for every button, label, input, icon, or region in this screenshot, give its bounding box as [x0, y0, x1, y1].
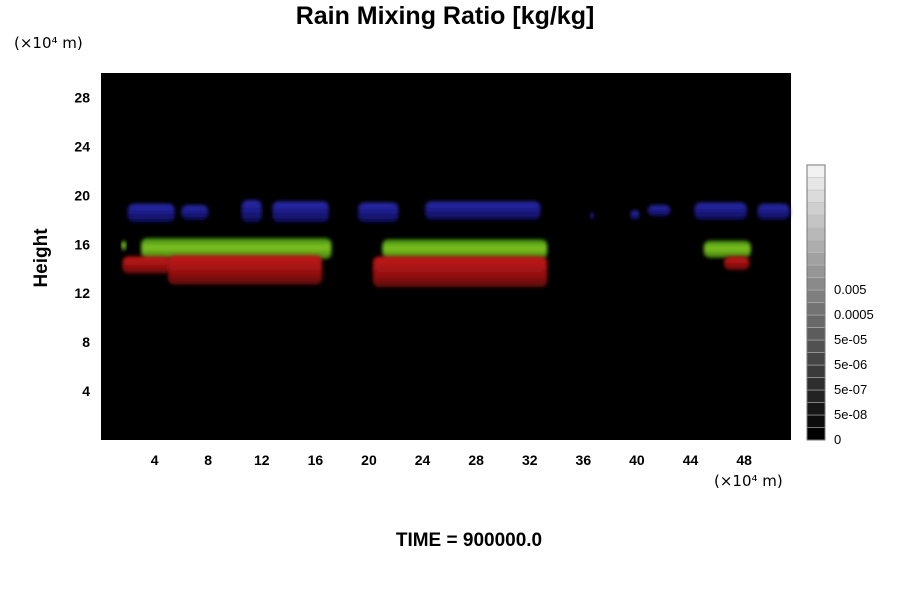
y-tick-label: 16 [74, 236, 90, 252]
y-tick-label: 24 [74, 138, 90, 154]
rain-lower-band [724, 256, 750, 270]
x-tick-label: 44 [683, 452, 699, 468]
rain-lower-band [372, 256, 548, 288]
rain-upper-band [647, 205, 671, 217]
colorbar-tick-label: 5e-06 [834, 357, 867, 372]
colorbar-level [806, 177, 826, 191]
x-tick-label: 12 [254, 452, 270, 468]
colorbar-level [806, 227, 826, 241]
rain-upper-band [272, 201, 329, 223]
colorbar-level [806, 377, 826, 391]
colorbar-level [806, 327, 826, 341]
colorbar: 0 5e-08 5e-07 5e-06 5e-05 0.0005 0.005 [806, 164, 874, 447]
y-tick-label: 12 [74, 285, 90, 301]
colorbar-level [806, 189, 826, 203]
rain-upper-band [630, 210, 640, 220]
colorbar-tick-label: 5e-07 [834, 382, 867, 397]
y-tick-label: 4 [82, 383, 90, 399]
colorbar-tick-label: 5e-08 [834, 407, 867, 422]
x-axis-unit: (×10⁴ m) [714, 472, 783, 490]
x-tick-label: 16 [308, 452, 324, 468]
y-tick-label: 20 [74, 187, 90, 203]
rain-lower-band [167, 255, 323, 285]
rain-upper-band [590, 212, 595, 220]
x-tick-label: 24 [415, 452, 431, 468]
rain-upper-band [757, 203, 790, 220]
colorbar-tick-label: 0 [834, 432, 841, 447]
x-tick-label: 48 [736, 452, 752, 468]
colorbar-level [806, 402, 826, 416]
rain-upper-band [127, 203, 175, 223]
colorbar-level [806, 427, 826, 441]
rain-upper-band [358, 202, 399, 223]
x-tick-label: 36 [576, 452, 592, 468]
colorbar-level [806, 252, 826, 266]
colorbar-level [806, 389, 826, 403]
y-tick-label: 8 [82, 334, 90, 350]
colorbar-level [806, 302, 826, 316]
rain-middle-band [121, 240, 127, 251]
chart-title: Rain Mixing Ratio [kg/kg] [295, 2, 595, 30]
colorbar-level [806, 164, 826, 178]
rain-middle-band [382, 239, 548, 259]
time-label: TIME = 900000.0 [395, 530, 543, 551]
colorbar-level [806, 239, 826, 253]
y-axis-unit: (×10⁴ m) [14, 34, 83, 52]
colorbar-level [806, 352, 826, 366]
rain-upper-band [425, 201, 541, 220]
y-tick-label: 28 [74, 89, 90, 105]
colorbar-level [806, 414, 826, 428]
x-tick-label: 32 [522, 452, 538, 468]
colorbar-tick-label: 0.0005 [834, 307, 874, 322]
colorbar-level [806, 202, 826, 216]
rain-middle-band [141, 238, 332, 259]
rain-middle-band [703, 240, 751, 258]
x-tick-label: 20 [361, 452, 377, 468]
x-tick-label: 28 [468, 452, 484, 468]
rain-upper-band [181, 205, 209, 220]
rain-upper-band [694, 202, 747, 220]
colorbar-level [806, 314, 826, 328]
x-tick-label: 8 [204, 452, 212, 468]
x-tick-label: 40 [629, 452, 645, 468]
colorbar-level [806, 364, 826, 378]
colorbar-level [806, 264, 826, 278]
colorbar-tick-label: 5e-05 [834, 332, 867, 347]
rain-upper-band [241, 200, 262, 223]
colorbar-level [806, 289, 826, 303]
colorbar-tick-label: 0.005 [834, 282, 867, 297]
colorbar-level [806, 214, 826, 228]
rain-lower-band [122, 256, 171, 274]
colorbar-level [806, 277, 826, 291]
colorbar-level [806, 339, 826, 353]
x-tick-label: 4 [151, 452, 159, 468]
